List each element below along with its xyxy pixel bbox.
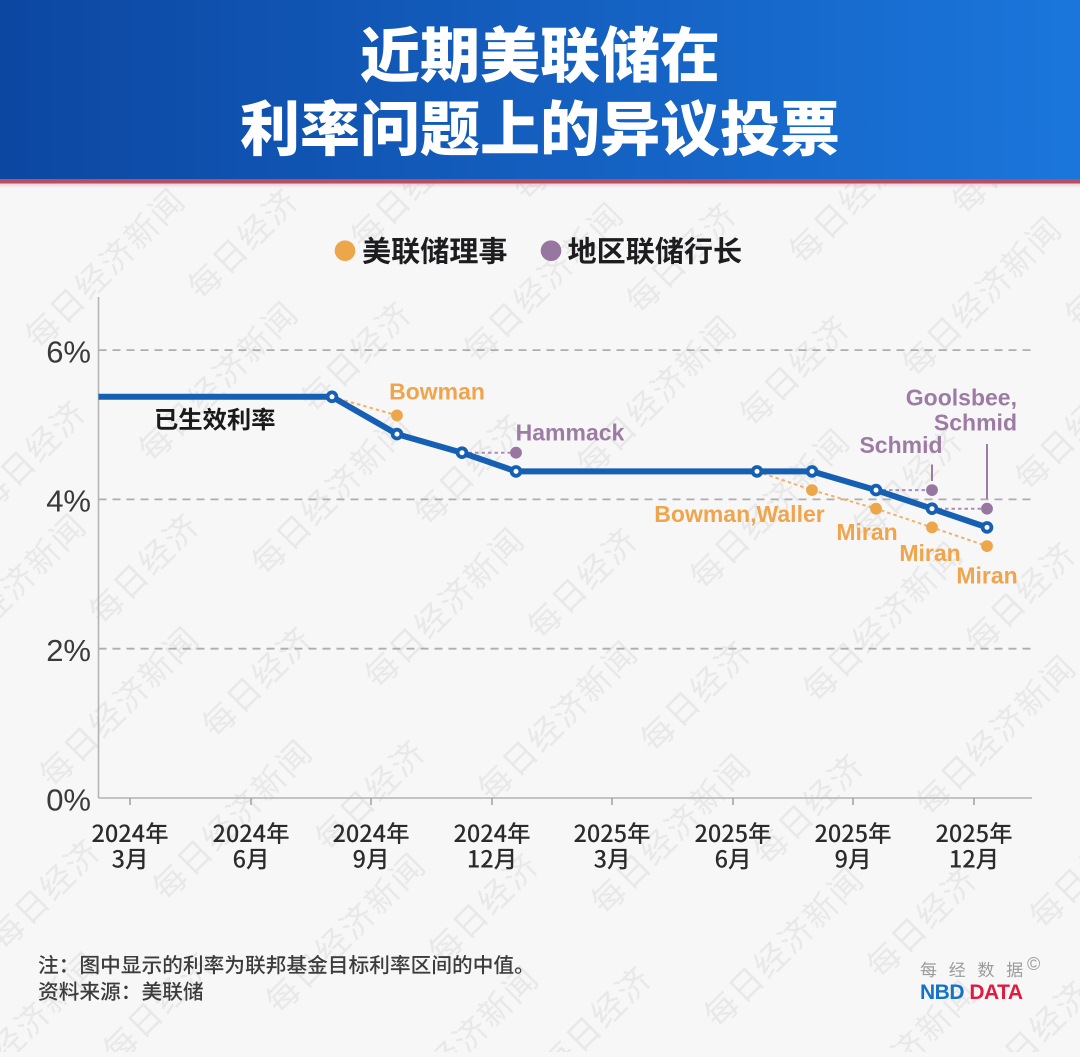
svg-text:2%: 2% (46, 633, 91, 668)
svg-text:Miran: Miran (899, 540, 960, 566)
svg-text:Miran: Miran (956, 562, 1017, 588)
svg-text:Hammack: Hammack (516, 419, 625, 445)
svg-text:NBD DATA: NBD DATA (920, 981, 1023, 1004)
svg-text:Bowman,Waller: Bowman,Waller (654, 501, 824, 527)
svg-text:Miran: Miran (836, 519, 897, 545)
svg-text:Schmid: Schmid (859, 432, 942, 458)
svg-text:Bowman: Bowman (389, 378, 485, 404)
svg-text:0%: 0% (46, 782, 91, 817)
svg-text:6%: 6% (46, 334, 91, 369)
svg-text:Goolsbee,: Goolsbee, (906, 384, 1017, 410)
svg-text:4%: 4% (46, 484, 91, 519)
svg-text:©: © (1027, 954, 1040, 974)
svg-text:Schmid: Schmid (934, 409, 1017, 435)
